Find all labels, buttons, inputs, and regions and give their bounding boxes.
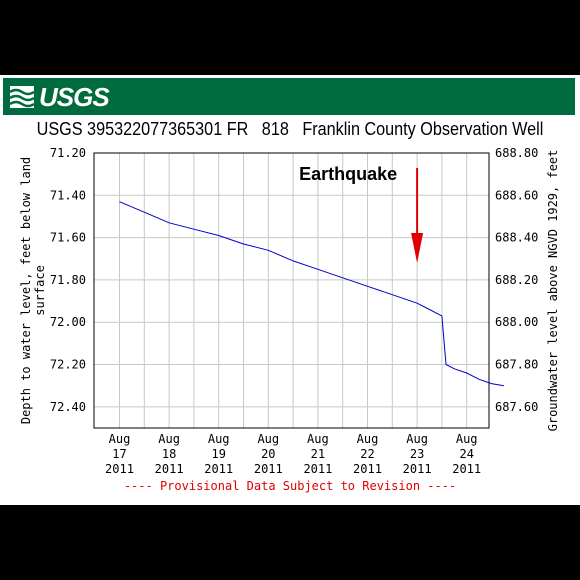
x-axis-ticks: Aug172011Aug182011Aug192011Aug202011Aug2… — [105, 432, 481, 476]
x-tick-text: Aug — [158, 432, 180, 446]
plot-frame — [93, 152, 490, 429]
left-axis-ticks: 71.20 71.40 71.60 71.80 72.00 72.20 72.40 — [50, 146, 86, 414]
x-tick-text: Aug — [109, 432, 131, 446]
x-tick-text: Aug — [307, 432, 329, 446]
provisional-note: ---- Provisional Data Subject to Revisio… — [123, 479, 457, 493]
right-tick-label: 687.60 — [495, 400, 538, 414]
x-tick-text: 19 — [211, 447, 225, 461]
x-tick-text: 20 — [261, 447, 275, 461]
left-tick-label: 71.20 — [50, 146, 86, 160]
x-tick-text: 17 — [112, 447, 126, 461]
right-tick-label: 688.20 — [495, 273, 538, 287]
right-tick-label: 688.00 — [495, 315, 538, 329]
left-tick-label: 71.40 — [50, 188, 86, 202]
x-tick-text: 18 — [162, 447, 176, 461]
x-tick-text: Aug — [406, 432, 428, 446]
usgs-wave-icon — [9, 86, 35, 108]
left-tick-label: 72.00 — [50, 315, 86, 329]
x-tick-text: 2011 — [303, 462, 332, 476]
x-tick-text: 23 — [410, 447, 424, 461]
left-tick-label: 72.40 — [50, 400, 86, 414]
x-tick-text: 2011 — [452, 462, 481, 476]
usgs-banner: USGS — [3, 78, 575, 115]
left-axis-label-line-1: Depth to water level, feet below land — [19, 157, 33, 424]
x-tick-text: Aug — [357, 432, 379, 446]
x-tick-text: Aug — [257, 432, 279, 446]
left-tick-label: 71.80 — [50, 273, 86, 287]
left-tick-label: 72.20 — [50, 358, 86, 372]
hydrograph-plot: 71.20 71.40 71.60 71.80 72.00 72.20 72.40 688.… — [19, 146, 560, 476]
right-tick-label: 687.80 — [495, 358, 538, 372]
x-tick-text: 24 — [459, 447, 473, 461]
hydrograph-card: USGS USGS 395322077365301 FR 818 Frankli… — [0, 75, 580, 505]
x-tick-text: 2011 — [204, 462, 233, 476]
right-axis-label: Groundwater level above NGVD 1929, feet — [546, 150, 560, 432]
earthquake-annotation: Earthquake — [299, 164, 397, 184]
right-tick-label: 688.40 — [495, 231, 538, 245]
x-tick-text: 2011 — [105, 462, 134, 476]
usgs-logo: USGS — [9, 82, 110, 112]
left-tick-label: 71.60 — [50, 231, 86, 245]
earthquake-arrow-icon — [411, 168, 424, 263]
usgs-logo-text: USGS — [39, 82, 110, 112]
right-tick-label: 688.60 — [495, 188, 538, 202]
x-tick-text: Aug — [208, 432, 230, 446]
grid-lines — [94, 152, 489, 428]
water-level-series-line — [119, 201, 504, 387]
right-axis-ticks: 688.80 688.60 688.40 688.20 688.00 687.80 687.… — [495, 146, 538, 414]
x-tick-text: Aug — [456, 432, 478, 446]
x-tick-text: 21 — [311, 447, 325, 461]
right-tick-label: 688.80 — [495, 146, 538, 160]
chart-title: USGS 395322077365301 FR 818 Franklin Cou… — [36, 119, 544, 139]
x-tick-text: 2011 — [155, 462, 184, 476]
x-tick-text: 2011 — [353, 462, 382, 476]
arrow-head — [411, 233, 424, 263]
left-axis-label-line-2: surface — [33, 265, 47, 316]
x-tick-text: 2011 — [403, 462, 432, 476]
x-tick-text: 2011 — [254, 462, 283, 476]
x-tick-text: 22 — [360, 447, 374, 461]
